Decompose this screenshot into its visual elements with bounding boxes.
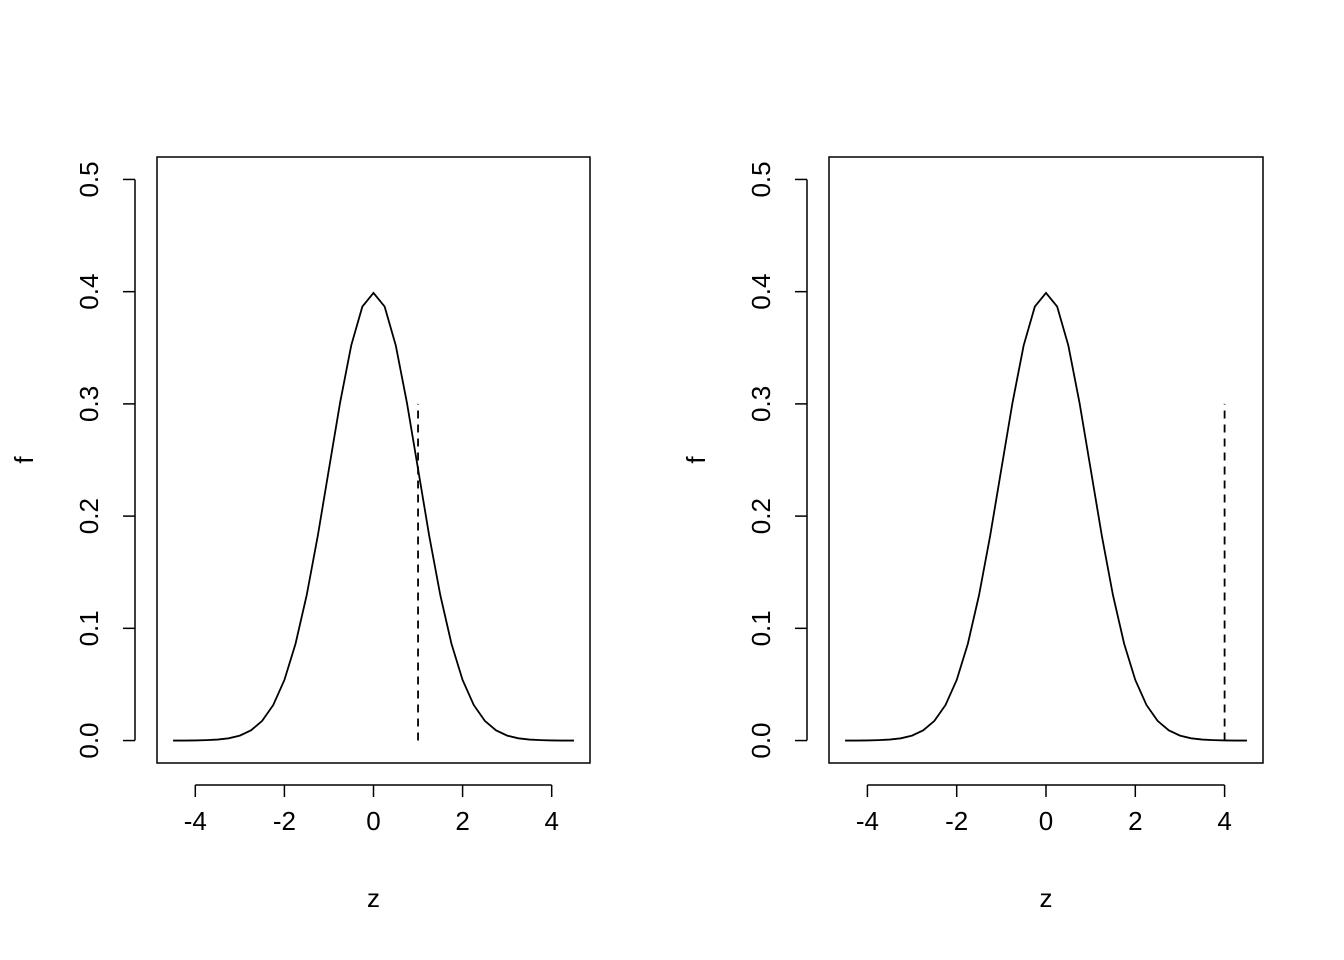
x-tick-label: -2: [273, 806, 296, 836]
x-tick-label: -4: [184, 806, 207, 836]
y-tick-label: 0.5: [746, 161, 776, 197]
x-tick-label: 0: [366, 806, 380, 836]
x-tick-label: 4: [1217, 806, 1231, 836]
y-tick-label: 0.1: [746, 610, 776, 646]
y-tick-label: 0.4: [74, 274, 104, 310]
x-tick-label: -2: [945, 806, 968, 836]
x-tick-label: 2: [1128, 806, 1142, 836]
y-tick-label: 0.2: [746, 498, 776, 534]
x-axis-title: z: [367, 883, 380, 913]
y-tick-label: 0.4: [746, 274, 776, 310]
y-tick-label: 0.5: [74, 161, 104, 197]
y-tick-label: 0.3: [74, 386, 104, 422]
y-tick-label: 0.3: [746, 386, 776, 422]
y-tick-label: 0.0: [74, 722, 104, 758]
density-curve: [173, 291, 574, 742]
x-tick-label: 2: [455, 806, 469, 836]
x-tick-label: 0: [1039, 806, 1053, 836]
plot-frame: [828, 156, 1264, 764]
x-tick-label: 4: [544, 806, 558, 836]
density-curve: [845, 291, 1247, 742]
y-tick-label: 0.0: [746, 722, 776, 758]
y-tick-label: 0.2: [74, 498, 104, 534]
plot-frame: [156, 156, 591, 764]
y-axis-title: f: [681, 456, 711, 464]
y-tick-label: 0.1: [74, 610, 104, 646]
y-axis-title: f: [9, 456, 39, 464]
x-tick-label: -4: [856, 806, 879, 836]
x-axis-title: z: [1040, 883, 1053, 913]
